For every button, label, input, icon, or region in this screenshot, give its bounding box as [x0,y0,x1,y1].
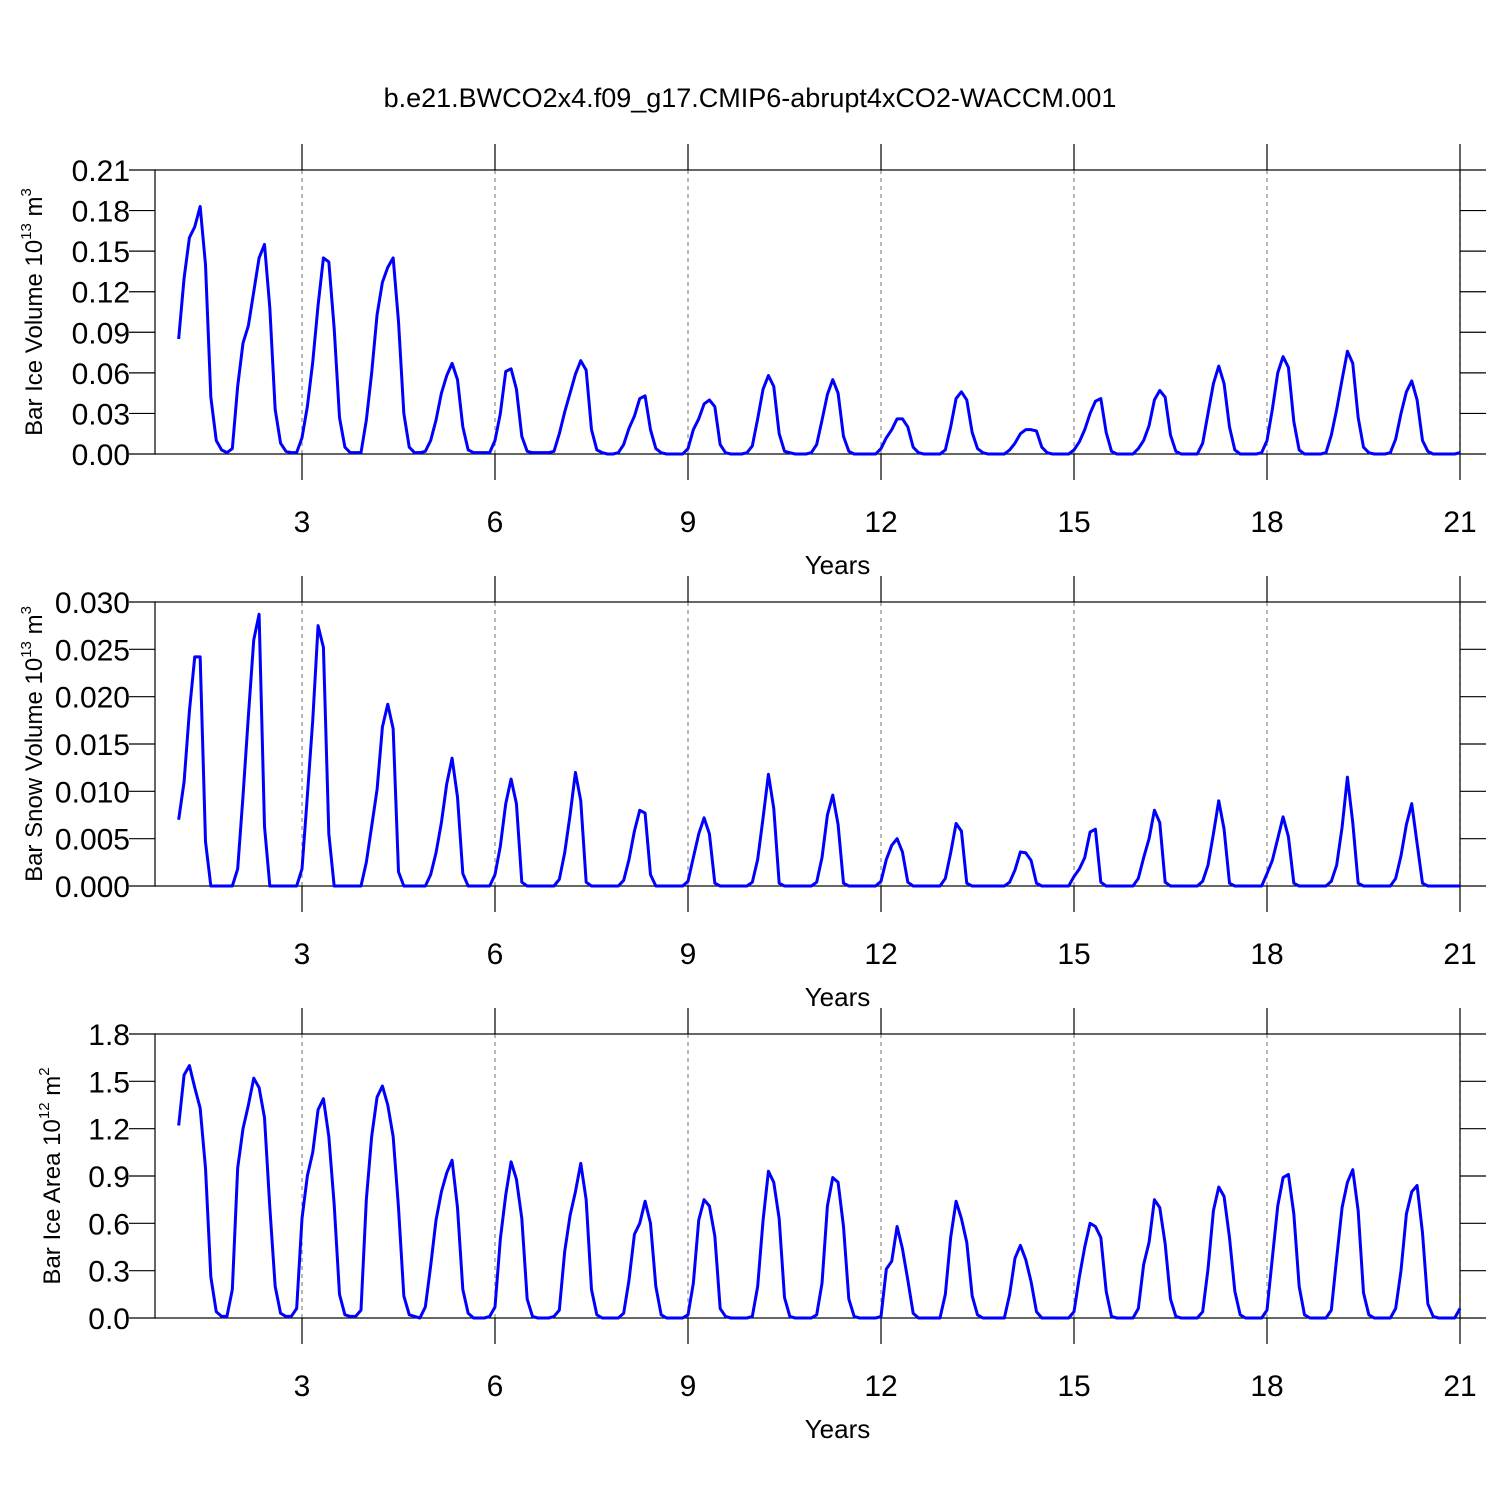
data-line [177,612,1460,888]
x-tick-label: 9 [680,938,697,971]
y-axis-label-part: m [39,1076,66,1103]
y-axis-label: Bar Ice Volume 1013 m3 [18,188,48,436]
y-tick-label: 0.020 [55,682,130,715]
chart-title: b.e21.BWCO2x4.f09_g17.CMIP6-abrupt4xCO2-… [384,83,1117,113]
x-tick-label: 18 [1250,938,1283,971]
y-tick-label: 0.6 [88,1208,130,1241]
y-tick-label: 0.21 [72,155,130,188]
y-axis-label: Bar Snow Volume 1013 m3 [18,606,48,882]
x-tick-label: 3 [294,1370,311,1403]
y-tick-label: 0.000 [55,871,130,904]
data-line [177,205,1461,456]
y-tick-label: 0.3 [88,1256,130,1289]
x-tick-label: 9 [680,506,697,539]
x-axis-label: Years [805,1414,871,1444]
x-axis-label: Years [805,982,871,1012]
y-tick-label: 0.0 [88,1303,130,1336]
x-tick-label: 6 [487,1370,504,1403]
x-tick-label: 18 [1250,506,1283,539]
y-tick-label: 0.030 [55,587,130,620]
y-axis-label-superscript: 3 [18,606,35,614]
y-tick-label: 0.09 [72,317,130,350]
y-axis-label-part: Bar Ice Volume 10 [21,240,48,436]
plot-frame [154,1033,1461,1319]
plot-frame [154,601,1461,887]
y-axis-label-superscript: 2 [36,1067,53,1075]
x-tick-label: 15 [1057,506,1090,539]
y-tick-label: 0.06 [72,358,130,391]
data-line [177,1064,1462,1320]
y-tick-label: 0.12 [72,277,130,310]
y-axis-label: Bar Ice Area 1012 m2 [36,1067,66,1284]
x-tick-label: 6 [487,938,504,971]
y-tick-label: 0.00 [72,439,130,472]
x-tick-label: 21 [1443,1370,1476,1403]
x-axis-label: Years [805,550,871,580]
y-axis-label-superscript: 13 [18,641,35,658]
y-tick-label: 1.5 [88,1066,130,1099]
x-tick-label: 12 [864,1370,897,1403]
y-tick-label: 0.15 [72,236,130,269]
y-axis-label-part: Bar Snow Volume 10 [21,658,48,882]
y-axis-label-superscript: 3 [18,188,35,196]
y-tick-label: 0.03 [72,398,130,431]
y-tick-label: 0.015 [55,729,130,762]
y-tick-label: 0.18 [72,196,130,229]
y-tick-label: 0.9 [88,1161,130,1194]
y-tick-label: 1.8 [88,1019,130,1052]
y-tick-label: 0.025 [55,634,130,667]
x-tick-label: 18 [1250,1370,1283,1403]
x-tick-label: 9 [680,1370,697,1403]
y-axis-label-part: m [21,196,48,223]
x-tick-label: 15 [1057,1370,1090,1403]
x-tick-label: 15 [1057,938,1090,971]
y-axis-label-superscript: 12 [36,1102,53,1119]
x-tick-label: 12 [864,938,897,971]
y-axis-label-part: Bar Ice Area 10 [39,1119,66,1284]
y-axis-label-superscript: 13 [18,223,35,240]
x-tick-label: 12 [864,506,897,539]
y-tick-label: 1.2 [88,1114,130,1147]
y-tick-label: 0.010 [55,776,130,809]
x-tick-label: 6 [487,506,504,539]
y-axis-label-part: m [21,614,48,641]
x-tick-label: 3 [294,938,311,971]
plot-frame [154,169,1461,455]
x-tick-label: 21 [1443,506,1476,539]
y-tick-label: 0.005 [55,824,130,857]
x-tick-label: 3 [294,506,311,539]
x-tick-label: 21 [1443,938,1476,971]
